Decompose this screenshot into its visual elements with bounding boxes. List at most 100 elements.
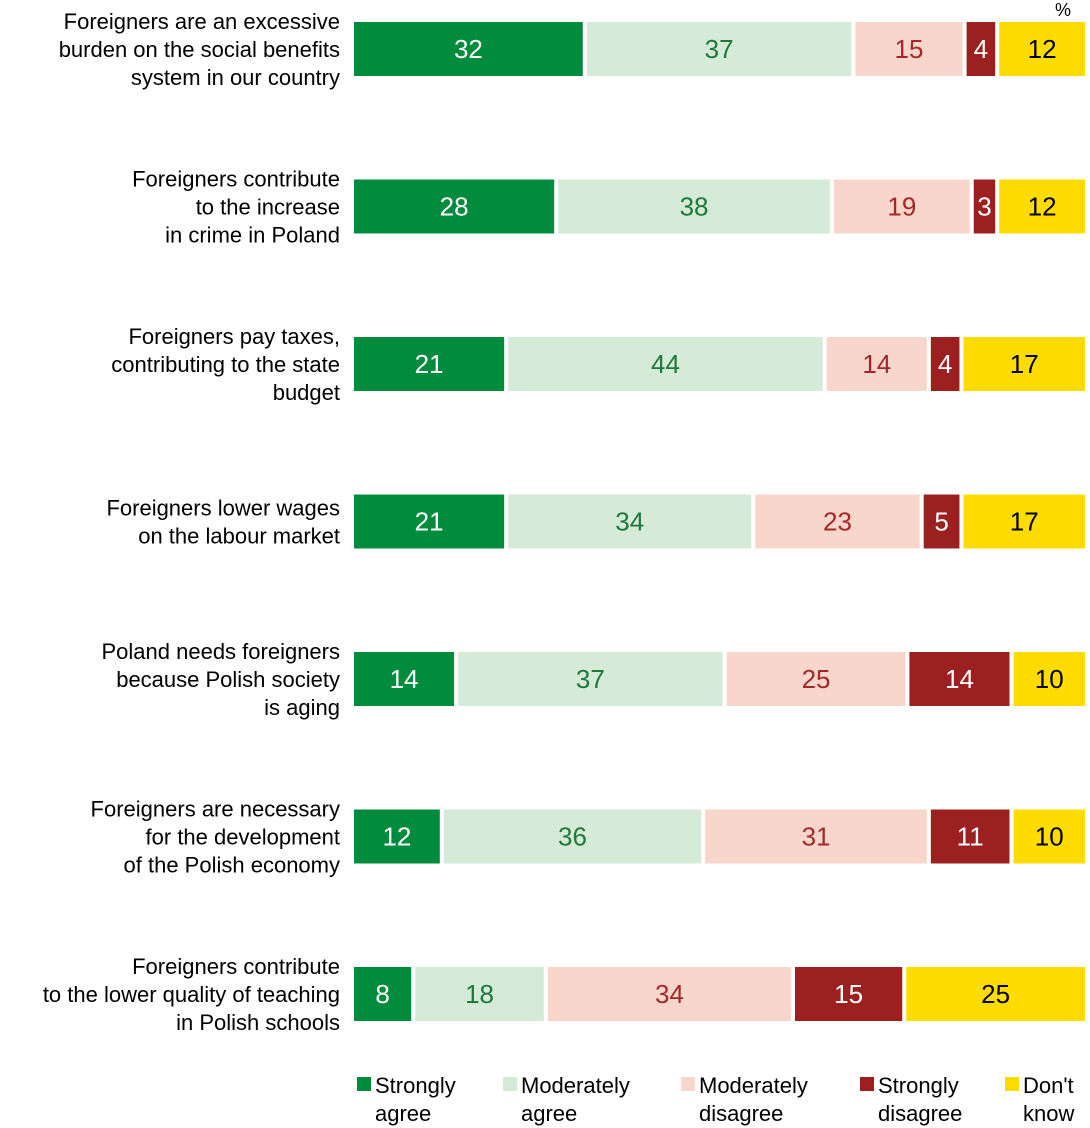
bar-segment [833, 179, 970, 234]
legend-label: Strongly [878, 1073, 959, 1098]
bar-value-label: 15 [895, 34, 924, 64]
bar-segment [999, 22, 1085, 76]
bar-segment [909, 652, 1010, 706]
category-label: in crime in Poland [165, 223, 340, 248]
bar-value-label: 15 [834, 979, 863, 1009]
bar-value-label: 4 [938, 349, 952, 379]
bar-value-label: 4 [974, 34, 988, 64]
bar-value-label: 17 [1010, 349, 1039, 379]
bar-segment [726, 652, 906, 706]
legend-swatch [860, 1077, 874, 1091]
bar-value-label: 5 [934, 507, 948, 537]
bar-segment [508, 337, 823, 391]
unit-label: % [1055, 0, 1071, 20]
bar-value-label: 37 [705, 34, 734, 64]
bar-segment [923, 494, 960, 549]
bar-segment [930, 809, 1010, 864]
bar-segment [558, 179, 830, 234]
bar-value-label: 37 [576, 664, 605, 694]
legend-label: agree [521, 1101, 577, 1126]
bar-segment [973, 179, 996, 234]
bar-segment [443, 809, 702, 864]
category-label: system in our country [131, 65, 340, 90]
legend-label: Don't [1023, 1073, 1074, 1098]
bar-value-label: 21 [415, 507, 444, 537]
category-label: because Polish society [116, 667, 340, 692]
bar-segment [547, 967, 791, 1021]
bar-segment [705, 809, 927, 864]
legend-swatch [357, 1077, 371, 1091]
category-label: contributing to the state [111, 352, 340, 377]
bar-value-label: 12 [382, 822, 411, 852]
bar-value-label: 14 [945, 664, 974, 694]
category-label: on the labour market [138, 524, 340, 549]
category-label: Foreigners contribute [132, 167, 340, 192]
bar-segment [354, 337, 505, 391]
category-label: is aging [264, 695, 340, 720]
category-label: budget [273, 380, 340, 405]
bar-segment [354, 494, 505, 549]
bar-value-label: 23 [823, 507, 852, 537]
bar-segment [1013, 652, 1085, 706]
bar-segment [855, 22, 963, 76]
category-label: of the Polish economy [124, 853, 340, 878]
legend-label: disagree [699, 1101, 783, 1126]
bar-segment [508, 494, 752, 549]
bar-value-label: 14 [390, 664, 419, 694]
legend-swatch [503, 1077, 517, 1091]
category-label: Poland needs foreigners [102, 639, 341, 664]
bar-value-label: 31 [802, 822, 831, 852]
bar-segment [354, 22, 583, 76]
bar-value-label: 18 [465, 979, 494, 1009]
bar-segment [415, 967, 544, 1021]
bar-value-label: 11 [957, 822, 984, 852]
bar-segment [795, 967, 903, 1021]
bar-segment [966, 22, 996, 76]
legend-label: Strongly [375, 1073, 456, 1098]
bar-value-label: 36 [558, 822, 587, 852]
legend-label: Moderately [699, 1073, 808, 1098]
bar-segment [586, 22, 852, 76]
category-label: in Polish schools [176, 1010, 340, 1035]
category-label: Foreigners are necessary [91, 797, 340, 822]
legend: Strongly agree Moderately agree Moderately di… [357, 1073, 1074, 1126]
legend-label: Moderately [521, 1073, 630, 1098]
category-label: Foreigners pay taxes, [128, 324, 340, 349]
category-labels: Foreigners are an excessive burden on the… [43, 9, 340, 1035]
category-label: to the increase [196, 195, 340, 220]
category-label: to the lower quality of teaching [43, 982, 340, 1007]
category-label: Foreigners contribute [132, 954, 340, 979]
bar-value-label: 12 [1028, 34, 1057, 64]
legend-label: disagree [878, 1101, 962, 1126]
bar-segment [354, 652, 455, 706]
bar-value-label: 34 [615, 507, 644, 537]
legend-swatch [681, 1077, 695, 1091]
bar-value-label: 32 [454, 34, 483, 64]
legend-swatch [1005, 1077, 1019, 1091]
bar-value-label: 44 [651, 349, 680, 379]
bar-segment [354, 179, 555, 234]
bar-value-label: 34 [655, 979, 684, 1009]
bar-segment [963, 494, 1085, 549]
bar-value-label: 10 [1035, 664, 1064, 694]
bar-value-label: 8 [375, 979, 389, 1009]
bar-value-label: 12 [1028, 192, 1057, 222]
legend-label: agree [375, 1101, 431, 1126]
bar-value-label: 17 [1010, 507, 1039, 537]
bar-segment [826, 337, 927, 391]
category-label: Foreigners lower wages [106, 496, 340, 521]
bar-value-label: 25 [981, 979, 1010, 1009]
bar-segment [755, 494, 920, 549]
bar-segment [354, 967, 412, 1021]
bar-value-label: 21 [415, 349, 444, 379]
bar-segment [1013, 809, 1085, 864]
bar-segment [999, 179, 1085, 234]
category-label: Foreigners are an excessive [64, 9, 340, 34]
bar-segment [963, 337, 1085, 391]
bars-layer: 32 37 15 4 12 28 38 19 3 12 21 44 14 4 17 21 34 23 5 17 14 37… [354, 22, 1085, 1021]
bar-value-label: 19 [887, 192, 916, 222]
legend-label: know [1023, 1101, 1074, 1126]
category-label: for the development [146, 825, 340, 850]
bar-segment [458, 652, 723, 706]
